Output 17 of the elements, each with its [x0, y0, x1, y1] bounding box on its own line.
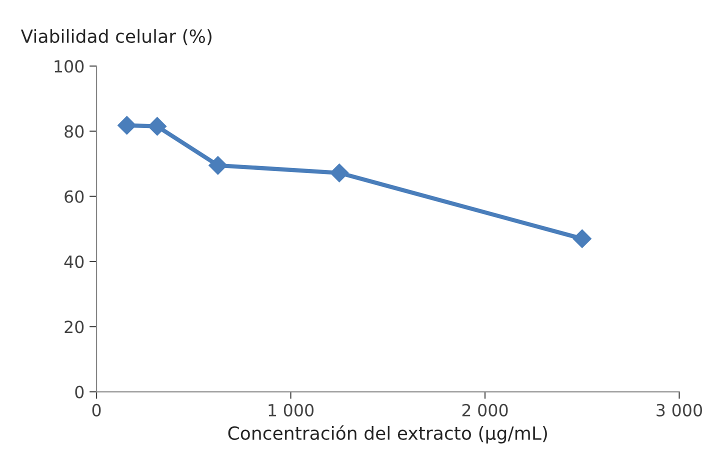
- x-axis-title: Concentración del extracto (µg/mL): [228, 425, 547, 444]
- x-tick-label: 2 000: [462, 404, 508, 416]
- x-tick-label: 3 000: [656, 404, 702, 416]
- point: [118, 116, 136, 135]
- y-tick-label: 0: [75, 386, 84, 398]
- x-tick-label: 1 000: [268, 404, 314, 416]
- y-tick-label: 40: [64, 255, 84, 268]
- y-tick-label: 80: [64, 125, 84, 138]
- y-tick-label: 100: [54, 60, 84, 73]
- point: [572, 229, 592, 248]
- y-tick-label: 20: [64, 320, 84, 334]
- point: [148, 116, 167, 136]
- point: [330, 164, 349, 182]
- point: [208, 156, 228, 175]
- y-axis-title: Viabilidad celular (%): [20, 29, 212, 46]
- x-tick-label: 0: [92, 404, 101, 416]
- y-tick-label: 60: [64, 190, 84, 203]
